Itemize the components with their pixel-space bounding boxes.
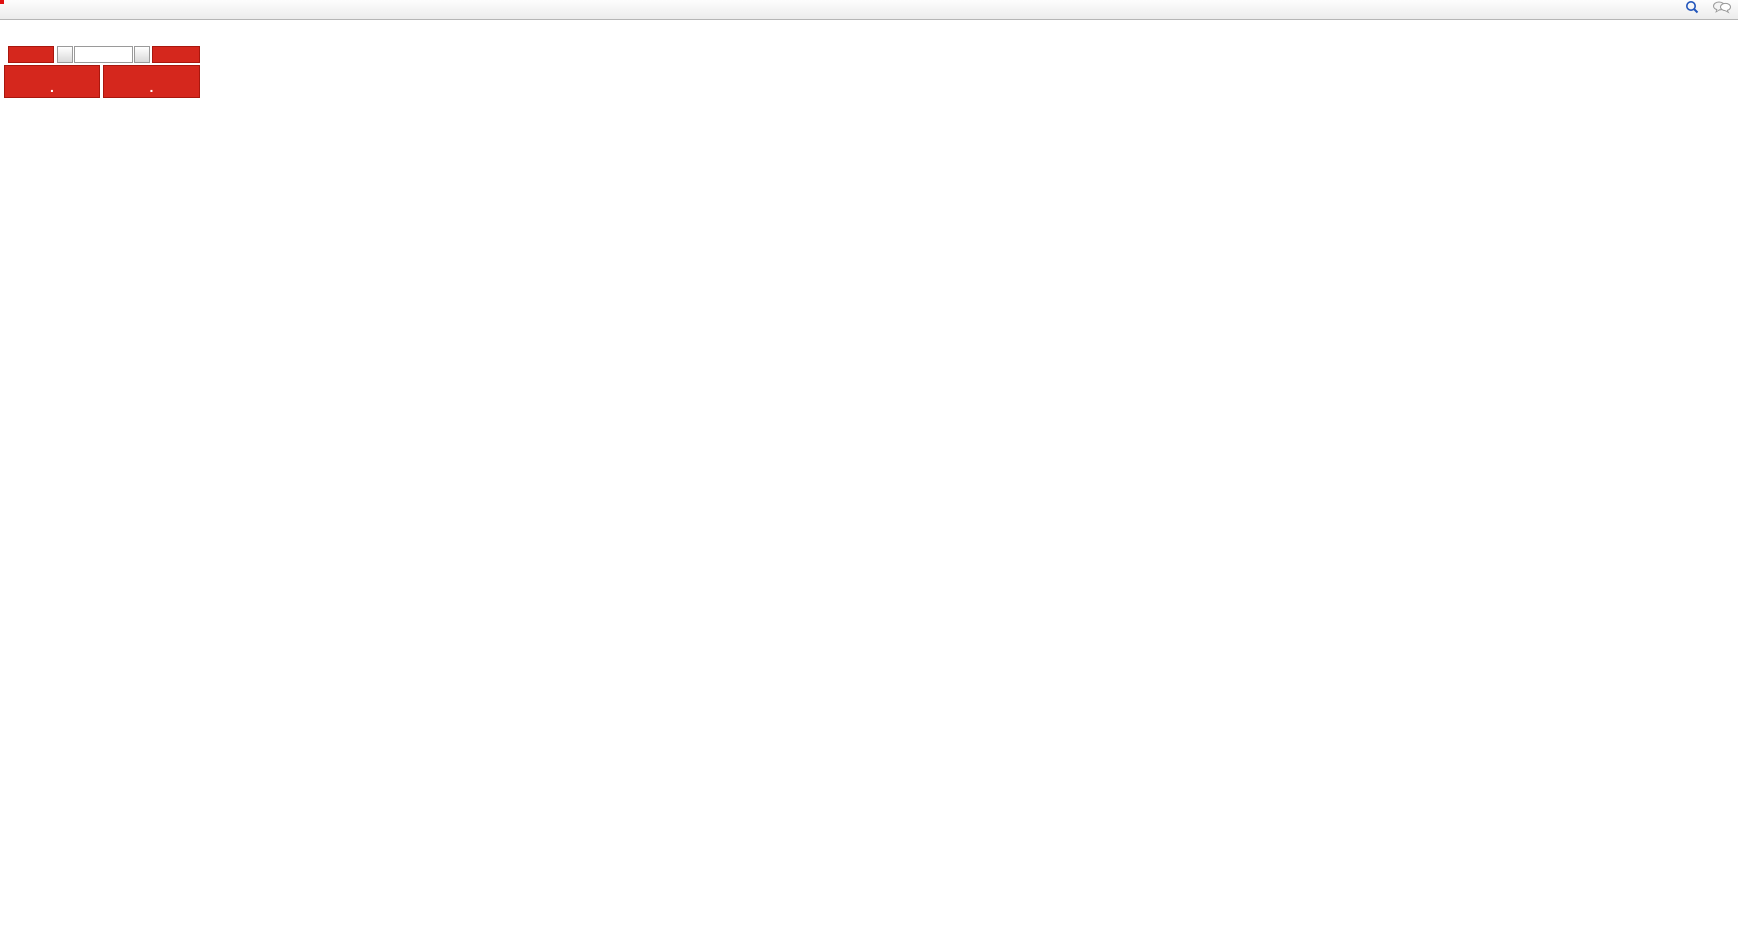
buy-price-dot: . bbox=[149, 79, 154, 95]
sell-price-dot: . bbox=[50, 79, 54, 95]
volume-decrease-button[interactable] bbox=[57, 46, 73, 63]
volume-input[interactable] bbox=[74, 46, 133, 63]
toolbar bbox=[0, 0, 1738, 20]
buy-price-button[interactable]: . bbox=[103, 65, 200, 98]
chart-canvas[interactable] bbox=[0, 20, 1738, 946]
chat-icon[interactable] bbox=[1712, 0, 1732, 19]
volume-increase-button[interactable] bbox=[134, 46, 150, 63]
chart-title bbox=[6, 26, 40, 40]
sell-button[interactable] bbox=[8, 46, 54, 63]
sell-price-button[interactable]: . bbox=[4, 65, 100, 98]
annotation-price-box[interactable] bbox=[0, 0, 4, 4]
buy-button[interactable] bbox=[152, 46, 200, 63]
search-icon[interactable] bbox=[1684, 0, 1700, 19]
